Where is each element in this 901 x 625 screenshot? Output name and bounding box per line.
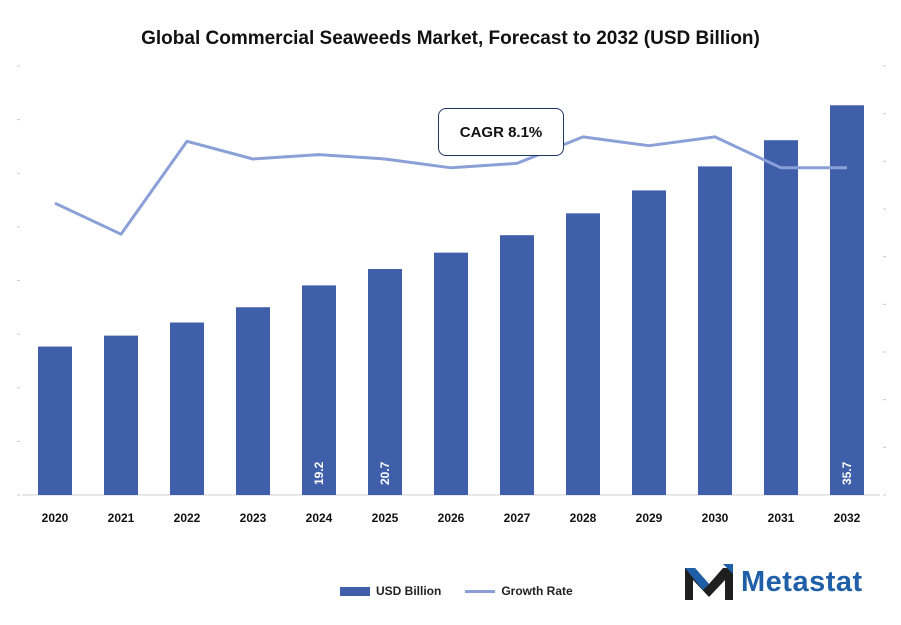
bar-2026 — [434, 252, 468, 495]
x-tick-label-2027: 2027 — [504, 511, 531, 525]
bar-2024 — [302, 285, 336, 495]
growth-rate-line — [54, 135, 847, 236]
x-tick-label-2030: 2030 — [702, 511, 729, 525]
x-tick-label-2025: 2025 — [372, 511, 399, 525]
chart-legend: USD Billion Growth Rate — [340, 584, 597, 598]
legend-line-swatch — [465, 589, 496, 593]
legend-item-usd-billion[interactable]: USD Billion — [340, 584, 441, 598]
metastat-m-logo-icon — [685, 564, 733, 600]
brand-name: Metastat — [741, 565, 863, 598]
legend-label-usd-billion: USD Billion — [376, 584, 442, 598]
x-tick-label-2020: 2020 — [42, 511, 69, 525]
bar-2020 — [38, 346, 72, 495]
brand-logo: Metastat — [683, 562, 863, 602]
bar-2021 — [104, 335, 138, 495]
legend-item-growth-rate[interactable]: Growth Rate — [465, 584, 573, 598]
x-tick-label-2026: 2026 — [438, 511, 465, 525]
x-tick-label-2031: 2031 — [768, 511, 795, 525]
bar-2029 — [632, 190, 666, 496]
chart-title: Global Commercial Seaweeds Market, Forec… — [141, 28, 760, 49]
x-tick-label-2029: 2029 — [636, 511, 663, 525]
bar-data-label-2032: 35.7 — [840, 461, 854, 485]
bar-2031 — [764, 140, 798, 496]
bar-2032 — [830, 105, 864, 496]
bar-2025 — [368, 269, 402, 495]
legend-bar-swatch — [340, 586, 370, 596]
x-tick-label-2021: 2021 — [108, 511, 135, 525]
x-tick-label-2022: 2022 — [174, 511, 201, 525]
x-tick-label-2032: 2032 — [834, 511, 861, 525]
x-tick-label-2023: 2023 — [240, 511, 267, 525]
x-tick-label-2024: 2024 — [306, 511, 333, 525]
bar-2030 — [698, 166, 732, 496]
legend-label-growth-rate: Growth Rate — [501, 584, 573, 598]
bar-data-label-2024: 19.2 — [312, 461, 326, 485]
bar-2028 — [566, 213, 600, 495]
bar-2027 — [500, 235, 534, 495]
cagr-annotation: CAGR 8.1% — [438, 108, 564, 156]
bar-2022 — [170, 322, 204, 495]
bar-data-label-2025: 20.7 — [378, 461, 392, 485]
bar-2023 — [236, 307, 270, 495]
x-tick-label-2028: 2028 — [570, 511, 597, 525]
